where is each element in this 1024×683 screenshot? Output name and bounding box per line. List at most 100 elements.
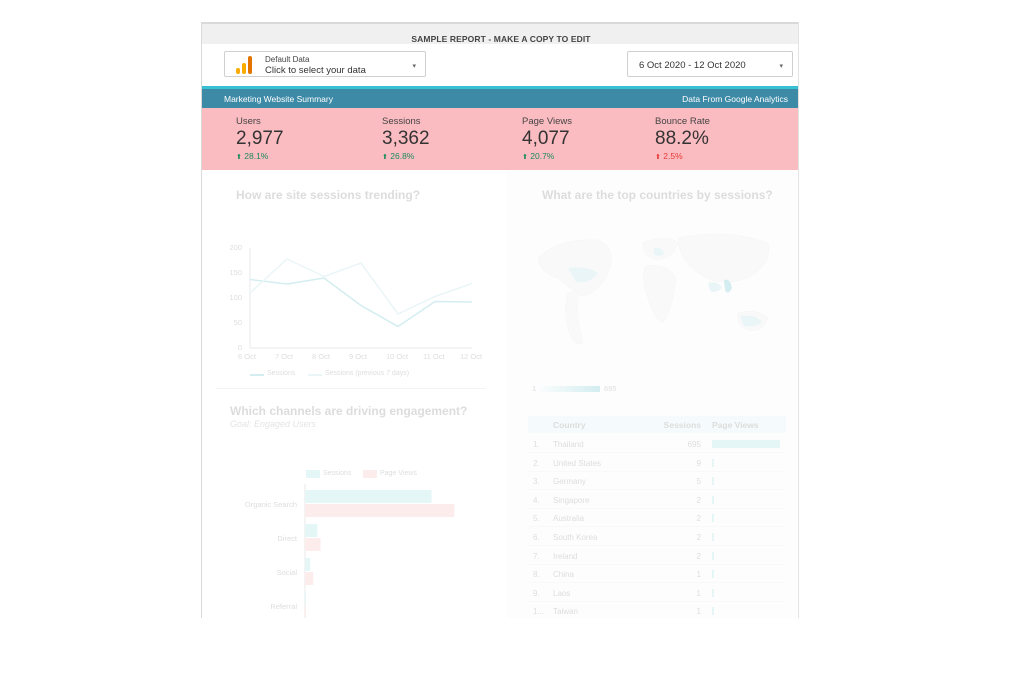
row-number: 6. <box>533 533 540 542</box>
bar-sessions <box>305 592 306 605</box>
sessions-value: 1 <box>696 588 701 598</box>
table-row[interactable]: 6. South Korea 2 <box>528 528 786 546</box>
legend-swatch-sessions <box>250 374 264 376</box>
category-label: Social <box>276 568 297 577</box>
data-source-label: Default Data <box>265 55 310 64</box>
faded-report-body: How are site sessions trending? 0 50 100 15… <box>202 170 798 618</box>
kpi-change: ⬆ 28.1% <box>236 151 284 161</box>
row-number: 3. <box>533 477 540 487</box>
page-views-bar <box>712 514 714 523</box>
kpi-label: Sessions <box>382 116 421 127</box>
kpi-value: 88.2% <box>655 128 709 149</box>
table-row[interactable]: 5. Australia 2 <box>528 509 786 528</box>
summary-title: Marketing Website Summary <box>224 94 333 104</box>
sessions-value: 1 <box>696 570 701 580</box>
country-name: Australia <box>553 514 585 524</box>
bar-page-views <box>305 572 314 585</box>
country-name: Singapore <box>553 495 590 505</box>
report-canvas: SAMPLE REPORT - MAKE A COPY TO EDIT Defa… <box>201 22 799 618</box>
legend-label-page-views: Page Views <box>380 470 417 477</box>
column-header-sessions[interactable]: Sessions <box>663 420 701 430</box>
sessions-value: 2 <box>696 533 701 542</box>
kpi-bounce-rate: Bounce Rate 88.2% ⬆ 2.5% <box>655 116 710 161</box>
page-views-bar <box>712 570 714 579</box>
table-row[interactable]: 1. Thailand 695 <box>528 435 786 453</box>
date-range-value: 6 Oct 2020 - 12 Oct 2020 <box>639 60 746 71</box>
kpi-page-views: Page Views 4,077 ⬆ 20.7% <box>522 116 572 161</box>
analytics-logo-icon <box>236 56 254 74</box>
arrow-up-icon: ⬆ <box>236 154 242 161</box>
kpi-change-value: 20.7% <box>530 151 555 161</box>
data-source-selector[interactable]: Default Data Click to select your data ▾ <box>224 51 426 77</box>
country-name: Germany <box>553 477 586 487</box>
legend-swatch-previous <box>308 374 322 376</box>
legend-swatch-sessions <box>306 470 320 478</box>
category-label: Referral <box>270 602 297 611</box>
sessions-value: 1 <box>696 607 701 617</box>
table-row[interactable]: 7. Ireland 2 <box>528 547 786 565</box>
country-table-header: Country Sessions Page Views <box>528 416 786 433</box>
kpi-sessions: Sessions 3,362 ⬆ 26.8% <box>382 116 430 161</box>
legend-swatch-page-views <box>363 470 377 478</box>
table-row[interactable]: 8. China 1 <box>528 565 786 584</box>
table-row[interactable]: 4. Singapore 2 <box>528 491 786 509</box>
y-tick-label: 50 <box>233 318 242 327</box>
map-scale-min: 1 <box>532 384 537 393</box>
bar-sessions <box>305 490 432 503</box>
arrow-up-icon: ⬆ <box>522 154 528 161</box>
arrow-up-icon: ⬆ <box>382 154 388 161</box>
countries-map-title: What are the top countries by sessions? <box>542 188 773 202</box>
bar-page-views <box>305 538 321 551</box>
row-number: 8. <box>533 570 540 580</box>
y-tick-label: 0 <box>237 343 242 352</box>
bar-page-views <box>305 504 455 517</box>
row-number: 5. <box>533 514 540 524</box>
x-tick-label: 10 Oct <box>386 352 409 361</box>
country-name: Thailand <box>553 440 584 449</box>
bar-page-views <box>305 606 306 618</box>
country-name: Taiwan <box>553 607 578 617</box>
page-views-bar <box>712 588 714 597</box>
legend-label-sessions: Sessions <box>323 470 352 477</box>
channels-bar-chart <box>304 484 455 618</box>
category-label: Direct <box>277 534 297 543</box>
kpi-change-value: 26.8% <box>390 151 415 161</box>
row-number: 4. <box>533 495 540 505</box>
column-header-country[interactable]: Country <box>553 420 586 430</box>
page-views-bar <box>712 440 780 448</box>
kpi-change: ⬆ 2.5% <box>655 151 710 161</box>
column-header-page-views[interactable]: Page Views <box>712 420 759 430</box>
page-views-bar <box>712 495 714 504</box>
page-views-bar <box>712 551 714 560</box>
page-views-bar <box>712 458 714 467</box>
kpi-value: 3,362 <box>382 128 430 149</box>
kpi-change-value: 2.5% <box>663 151 683 161</box>
kpi-change: ⬆ 26.8% <box>382 151 430 161</box>
page-views-bar <box>712 477 714 486</box>
country-name: United States <box>553 458 602 468</box>
row-number: 7. <box>533 551 540 561</box>
legend-label-previous: Sessions (previous 7 days) <box>325 370 410 377</box>
country-name: South Korea <box>553 533 598 542</box>
page-views-bar <box>712 533 714 541</box>
world-map <box>537 233 770 345</box>
row-number: 9. <box>533 588 540 598</box>
report-header-bar: SAMPLE REPORT - MAKE A COPY TO EDIT <box>202 22 798 44</box>
date-range-selector[interactable]: 6 Oct 2020 - 12 Oct 2020 ▾ <box>627 51 793 77</box>
chevron-down-icon[interactable]: ▾ <box>412 63 416 70</box>
section-divider <box>216 388 486 389</box>
table-row[interactable]: 1... Taiwan 1 <box>528 602 786 618</box>
summary-bar: Marketing Website Summary Data From Goog… <box>202 86 798 108</box>
chevron-down-icon[interactable]: ▾ <box>779 63 783 70</box>
x-tick-label: 6 Oct <box>238 352 256 361</box>
x-tick-label: 7 Oct <box>275 352 293 361</box>
table-row[interactable]: 3. Germany 5 <box>528 472 786 491</box>
sessions-value: 5 <box>696 477 701 487</box>
table-row[interactable]: 9. Laos 1 <box>528 584 786 602</box>
data-source-hint: Click to select your data <box>265 65 366 76</box>
series-line-previous <box>249 258 473 315</box>
table-row[interactable]: 2. United States 9 <box>528 454 786 472</box>
kpi-change: ⬆ 20.7% <box>522 151 572 161</box>
x-tick-label: 11 Oct <box>423 352 445 361</box>
row-number: 2. <box>533 458 540 468</box>
